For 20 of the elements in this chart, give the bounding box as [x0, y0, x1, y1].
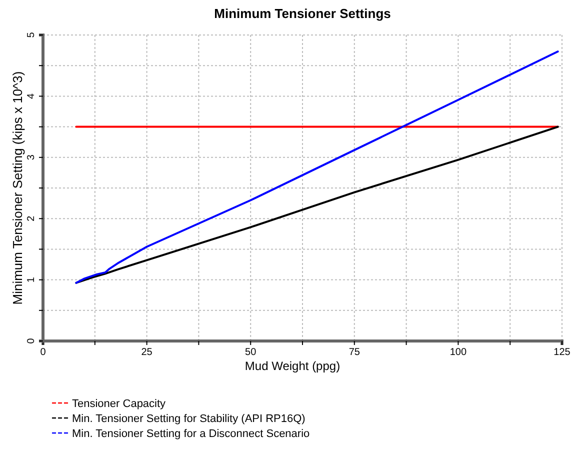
y-tick-label: 2 [26, 215, 37, 222]
y-tick-label: 1 [26, 276, 37, 283]
legend-label: Min. Tensioner Setting for Stability (API RP16Q) [72, 413, 306, 425]
x-tick-label: 50 [245, 347, 257, 358]
x-tick-label: 0 [40, 347, 46, 358]
line-series [75, 126, 559, 284]
y-tick-label: 4 [26, 92, 37, 99]
y-tick-label: 5 [26, 32, 37, 38]
legend-label: Tensioner Capacity [72, 398, 166, 410]
x-tick-label: 25 [141, 347, 153, 358]
y-tick-label: 0 [26, 338, 37, 344]
chart-title: Minimum Tensioner Settings [214, 6, 391, 21]
line-series [75, 50, 559, 284]
x-tick-label: 100 [450, 347, 467, 358]
x-tick-label: 75 [348, 347, 360, 358]
y-tick-label: 3 [26, 154, 37, 160]
x-axis-title: Mud Weight (ppg) [244, 359, 340, 373]
y-axis-title: Minimum Tensioner Setting (kips x 10^3) [10, 71, 25, 305]
x-tick-label: 125 [554, 347, 571, 358]
legend-label: Min. Tensioner Setting for a Disconnect Scenario [72, 428, 310, 440]
